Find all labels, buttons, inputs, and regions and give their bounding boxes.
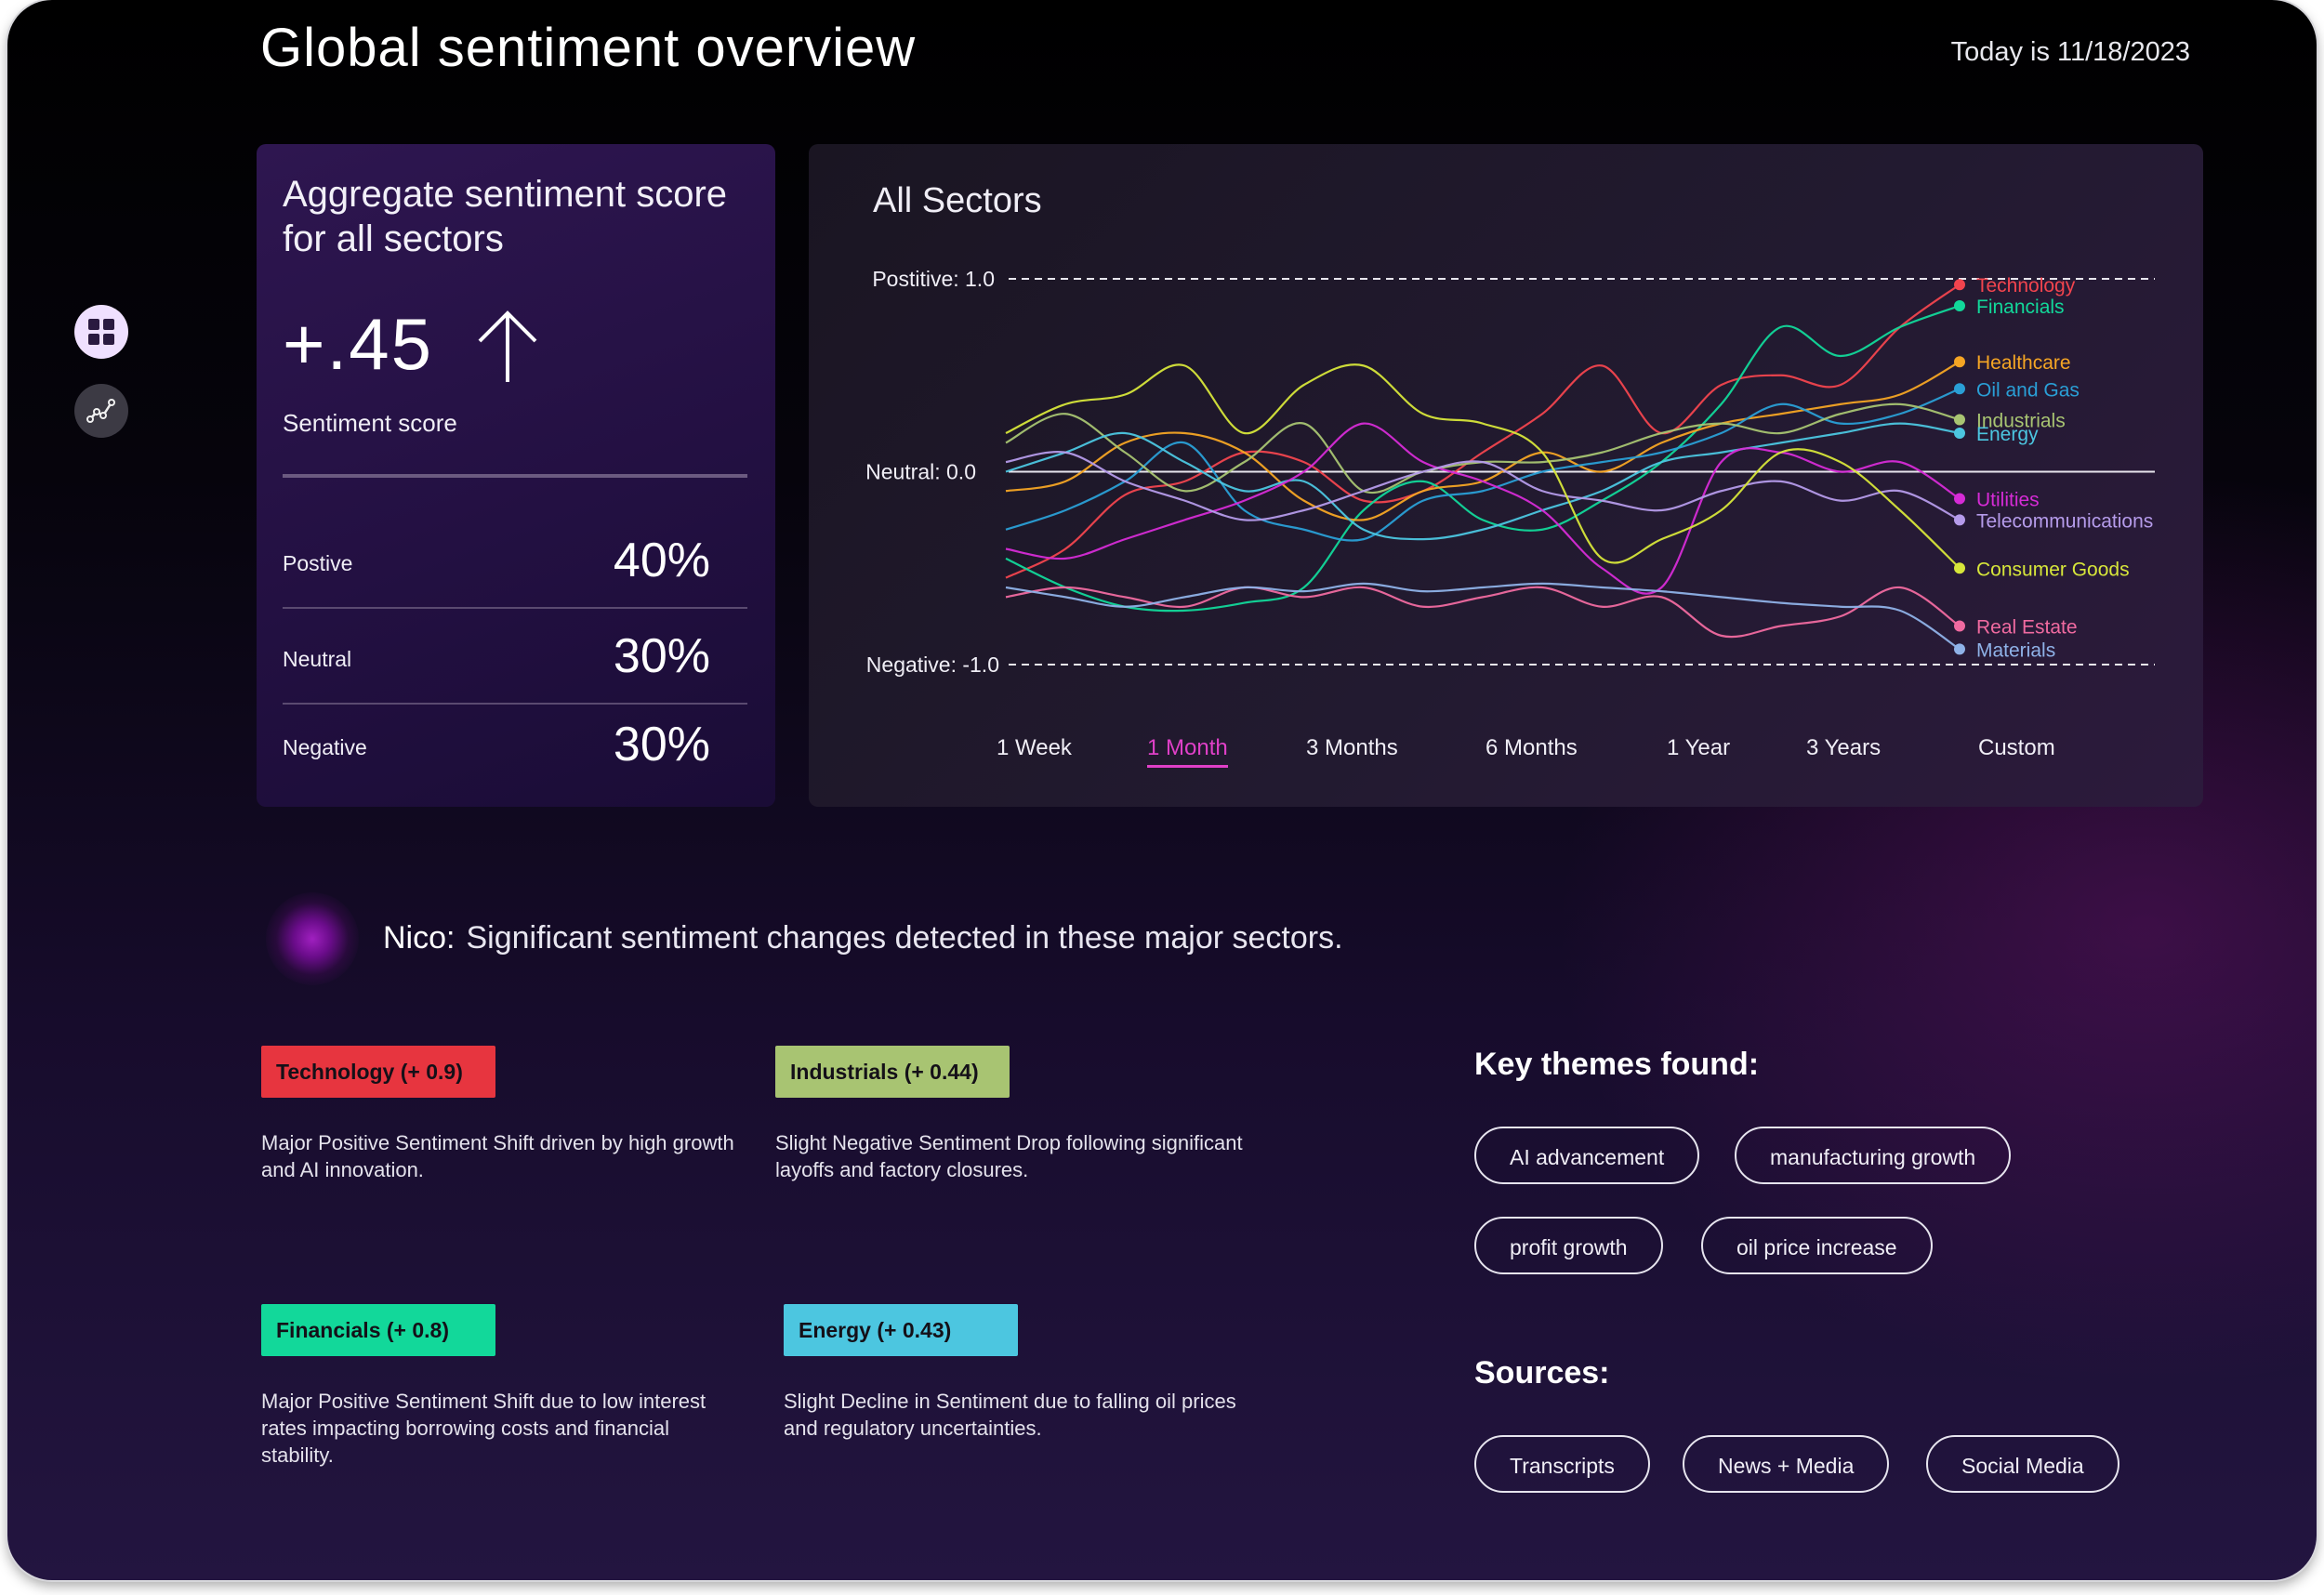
series-end-point-utilities (1954, 493, 1965, 505)
legend-label-healthcare: Healthcare (1976, 352, 2071, 374)
legend-label-oil-and-gas: Oil and Gas (1976, 379, 2080, 401)
series-line-consumer-goods (1005, 363, 1961, 570)
legend-label-utilities: Utilities (1976, 490, 2040, 511)
stat-value: 40% (613, 534, 710, 587)
series-line-telecommunications (1005, 451, 1961, 521)
nav-dashboard-button[interactable] (74, 305, 128, 359)
series-end-point-energy (1954, 428, 1965, 439)
legend-label-energy: Energy (1976, 424, 2039, 445)
legend-label-telecommunications: Telecommunications (1976, 510, 2153, 532)
y-tick-label: Negative: -1.0 (866, 652, 999, 677)
sector-tag-technology[interactable]: Technology (+ 0.9) (261, 1046, 495, 1098)
today-date: Today is 11/18/2023 (1950, 37, 2190, 67)
series-end-point-financials (1954, 300, 1965, 312)
aggregate-score-card: Aggregate sentiment score for all sector… (257, 144, 775, 807)
range-tab-1-year[interactable]: 1 Year (1667, 735, 1731, 760)
sector-line-chart: Postitive: 1.0 Neutral: 0.0 Negative: -1.0… (865, 267, 2155, 677)
range-tab-1-month[interactable]: 1 Month (1147, 735, 1228, 768)
stat-label: Negative (283, 735, 367, 759)
legend-label-materials: Materials (1976, 639, 2055, 661)
sector-desc-technology: Major Positive Sentiment Shift driven by… (261, 1131, 734, 1181)
series-line-energy (1005, 422, 1961, 541)
legend-label-consumer-goods: Consumer Goods (1976, 559, 2130, 580)
nav-trends-button[interactable] (74, 384, 128, 438)
sentiment-score-label: Sentiment score (283, 409, 457, 437)
sector-tag-financials[interactable]: Financials (+ 0.8) (261, 1304, 495, 1356)
range-tab-1-week[interactable]: 1 Week (997, 735, 1072, 760)
aggregate-card-title: Aggregate sentiment score for all sector… (283, 174, 728, 259)
series-end-point-healthcare (1954, 356, 1965, 368)
stat-row-negative: Negative 30% (283, 700, 747, 793)
stat-row-neutral: Neutral 30% (283, 612, 747, 705)
arrow-up-icon (478, 310, 537, 382)
series-line-financials (1005, 305, 1961, 613)
legend-label-financials: Financials (1976, 297, 2065, 318)
source-pill-social-media[interactable]: Social Media (1926, 1435, 2119, 1493)
theme-pill-ai-advancement[interactable]: AI advancement (1474, 1127, 1700, 1184)
series-line-oil-and-gas (1005, 388, 1961, 542)
app-frame: Global sentiment overview Today is 11/18… (7, 0, 2317, 1580)
source-pill-transcripts[interactable]: Transcripts (1474, 1435, 1650, 1493)
grid-icon (88, 319, 114, 345)
score-divider (283, 474, 747, 478)
range-tab-custom[interactable]: Custom (1978, 735, 2055, 760)
nico-avatar (266, 892, 359, 985)
time-range-tabs: 1 Week 1 Month 3 Months 6 Months 1 Year 3 Yea… (809, 730, 2203, 776)
sector-tag-energy[interactable]: Energy (+ 0.43) (784, 1304, 1018, 1356)
key-themes-heading: Key themes found: (1474, 1047, 1760, 1082)
series-end-point-real-estate (1954, 620, 1965, 632)
series-line-industrials (1005, 402, 1961, 494)
page-title: Global sentiment overview (260, 18, 917, 78)
series-line-materials (1005, 582, 1961, 651)
nico-name: Nico: (383, 920, 456, 956)
sector-desc-industrials: Slight Negative Sentiment Drop following… (775, 1131, 1243, 1181)
legend-label-real-estate: Real Estate (1976, 617, 2078, 639)
sector-tag-industrials[interactable]: Industrials (+ 0.44) (775, 1046, 1010, 1098)
nico-message: Nico: Significant sentiment changes detec… (383, 920, 1343, 956)
sentiment-score-value: +.45 (283, 303, 433, 385)
stat-label: Postive (283, 551, 353, 575)
theme-pill-manufacturing-growth[interactable]: manufacturing growth (1735, 1127, 2012, 1184)
series-end-point-telecommunications (1954, 514, 1965, 526)
series-line-utilities (1005, 422, 1961, 595)
stat-value: 30% (613, 629, 710, 683)
series-end-point-industrials (1954, 414, 1965, 426)
series-line-real-estate (1005, 586, 1961, 639)
series-end-point-oil-and-gas (1954, 383, 1965, 395)
range-tab-6-months[interactable]: 6 Months (1486, 735, 1578, 760)
sector-chart-card: All Sectors Postitive: 1.0 Neutral: 0.0 Ne… (809, 144, 2203, 807)
stat-value: 30% (613, 718, 710, 771)
stat-divider (283, 703, 747, 705)
theme-pill-profit-growth[interactable]: profit growth (1474, 1217, 1663, 1274)
sector-desc-energy: Slight Decline in Sentiment due to falli… (784, 1390, 1236, 1440)
legend-label-technology: Technology (1976, 275, 2076, 297)
range-tab-3-years[interactable]: 3 Years (1806, 735, 1882, 760)
range-tab-3-months[interactable]: 3 Months (1306, 735, 1398, 760)
y-tick-label: Postitive: 1.0 (872, 267, 995, 291)
stat-label: Neutral (283, 647, 352, 671)
y-tick-label: Neutral: 0.0 (865, 460, 976, 484)
nico-message-text: Significant sentiment changes detected i… (466, 920, 1343, 956)
series-line-technology (1005, 283, 1961, 579)
series-end-point-materials (1954, 643, 1965, 655)
line-chart-icon (86, 399, 115, 423)
sector-desc-financials: Major Positive Sentiment Shift due to lo… (261, 1390, 706, 1467)
stat-row-positive: Postive 40% (283, 516, 747, 609)
legend-label-industrials: Industrials (1976, 410, 2066, 431)
sources-heading: Sources: (1474, 1355, 1610, 1391)
source-pill-news-media[interactable]: News + Media (1683, 1435, 1890, 1493)
chart-title: All Sectors (873, 181, 1042, 220)
stat-divider (283, 607, 747, 609)
series-end-point-consumer-goods (1954, 562, 1965, 574)
series-end-point-technology (1954, 279, 1965, 291)
theme-pill-oil-price-increase[interactable]: oil price increase (1701, 1217, 1933, 1274)
